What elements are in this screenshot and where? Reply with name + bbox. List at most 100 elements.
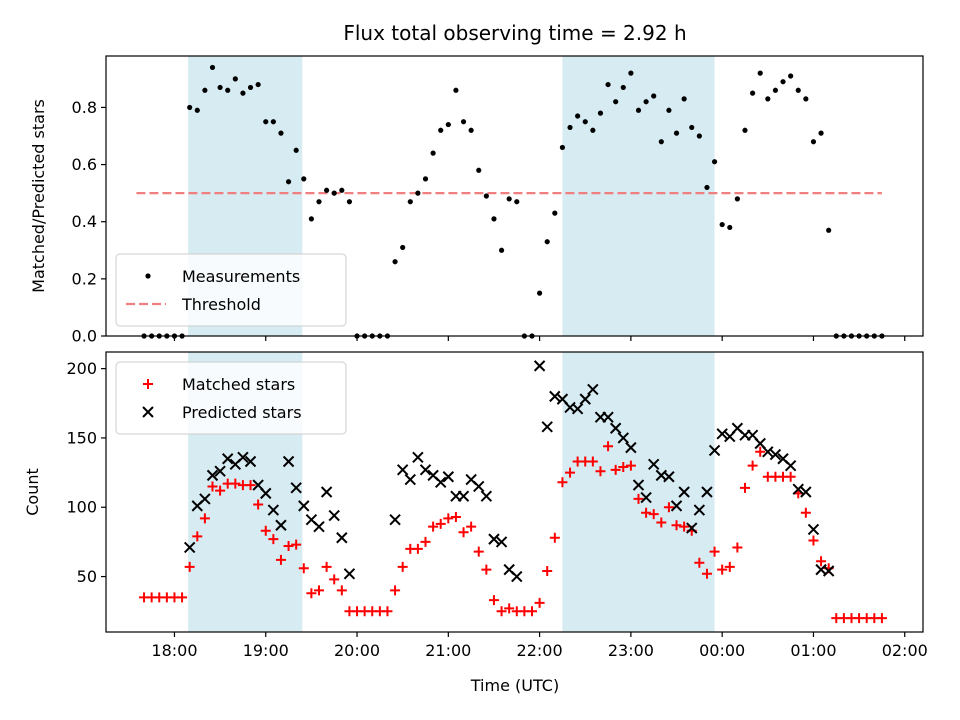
measurement-point bbox=[438, 127, 444, 133]
predicted-star-point bbox=[473, 480, 485, 493]
predicted-star-point bbox=[587, 383, 599, 396]
matched-star-point bbox=[230, 478, 241, 489]
measurement-point bbox=[240, 90, 246, 96]
ratio-panel: 0.0 0.2 0.4 0.6 0.8 Matched/Predicted stars Me… bbox=[29, 55, 924, 346]
matched-star-point bbox=[450, 511, 461, 522]
predicted-star-point bbox=[579, 393, 591, 405]
measurement-point bbox=[727, 224, 733, 231]
predicted-star-point bbox=[693, 504, 706, 516]
observing-band-1 bbox=[562, 352, 715, 632]
matched-star-point bbox=[549, 532, 560, 543]
predicted-star-point bbox=[762, 446, 774, 458]
measurement-point bbox=[651, 93, 657, 99]
measurement-point bbox=[582, 119, 588, 125]
measurement-point bbox=[453, 87, 459, 93]
predicted-star-point bbox=[640, 491, 652, 504]
predicted-star-point bbox=[183, 541, 196, 554]
predicted-star-point bbox=[663, 471, 675, 483]
measurement-point bbox=[719, 221, 725, 228]
predicted-star-point bbox=[244, 455, 257, 468]
legend-box bbox=[115, 253, 347, 327]
series-1 bbox=[183, 360, 835, 583]
predicted-star-point bbox=[404, 473, 416, 486]
series-0 bbox=[139, 441, 887, 624]
matched-star-point bbox=[816, 556, 827, 567]
measurement-point bbox=[407, 199, 413, 205]
measurement-point bbox=[567, 124, 573, 131]
matched-star-point bbox=[808, 535, 819, 546]
matched-star-point bbox=[496, 606, 507, 617]
axes-frame bbox=[105, 351, 924, 633]
predicted-star-point bbox=[320, 486, 333, 498]
legend: Measurements Threshold bbox=[115, 253, 347, 327]
matched-star-point bbox=[656, 517, 667, 528]
predicted-star-point bbox=[237, 451, 249, 464]
matched-star-point bbox=[207, 481, 218, 492]
predicted-star-point bbox=[511, 570, 523, 583]
predicted-star-point bbox=[800, 486, 812, 498]
predicted-star-point bbox=[275, 519, 287, 531]
matched-star-point bbox=[739, 482, 750, 493]
matched-star-point bbox=[694, 557, 705, 568]
predicted-star-point bbox=[609, 422, 622, 434]
predicted-star-point bbox=[313, 520, 325, 533]
matched-star-point bbox=[595, 466, 606, 477]
matched-star-point bbox=[542, 566, 553, 577]
measurement-point bbox=[780, 79, 786, 85]
y-tick-label: 0.2 bbox=[72, 269, 97, 288]
measurement-point bbox=[285, 179, 292, 185]
matched-star-point bbox=[800, 507, 811, 518]
measurement-point bbox=[772, 87, 779, 93]
measurement-point bbox=[324, 187, 330, 193]
predicted-star-point bbox=[822, 565, 835, 577]
predicted-star-point bbox=[602, 411, 614, 423]
x-tick-label: 01:00 bbox=[790, 641, 836, 660]
chart-title: Flux total observing time = 2.92 h bbox=[343, 21, 686, 45]
matched-star-point bbox=[443, 513, 454, 524]
measurement-point bbox=[301, 176, 307, 182]
measurement-point bbox=[400, 244, 406, 251]
measurement-point bbox=[689, 124, 695, 131]
matched-star-point bbox=[291, 539, 302, 550]
measurement-point bbox=[810, 139, 817, 145]
measurement-point bbox=[826, 227, 832, 233]
measurement-point bbox=[209, 64, 216, 71]
matched-star-point bbox=[260, 525, 271, 536]
measurement-point bbox=[605, 81, 611, 88]
measurement-point bbox=[620, 84, 626, 91]
y-axis-label: Matched/Predicted stars bbox=[29, 99, 48, 293]
observing-band-1 bbox=[562, 56, 715, 336]
measurement-point bbox=[818, 130, 824, 136]
measurement-point bbox=[635, 107, 642, 113]
matched-star-point bbox=[268, 534, 279, 545]
matched-star-point bbox=[192, 531, 203, 542]
measurement-point bbox=[597, 110, 604, 116]
matched-star-point bbox=[458, 527, 469, 538]
predicted-star-point bbox=[480, 490, 493, 502]
measurement-point bbox=[658, 139, 664, 145]
predicted-star-point bbox=[206, 469, 219, 482]
measurement-point bbox=[575, 113, 581, 119]
matched-star-point bbox=[420, 536, 431, 547]
measurement-point bbox=[795, 87, 801, 93]
predicted-star-point bbox=[419, 464, 432, 476]
x-axis-label: Time (UTC) bbox=[470, 676, 559, 695]
matched-star-point bbox=[397, 561, 408, 572]
measurement-point bbox=[293, 147, 299, 153]
y-tick-label: 0.4 bbox=[72, 212, 97, 231]
matched-star-point bbox=[283, 541, 294, 552]
matched-star-point bbox=[679, 521, 690, 532]
predicted-star-point bbox=[625, 441, 637, 454]
matched-star-point bbox=[526, 606, 537, 617]
predicted-star-point bbox=[670, 500, 683, 512]
measurement-point bbox=[430, 150, 436, 156]
measurement-point bbox=[232, 76, 238, 82]
measurement-point bbox=[491, 216, 497, 222]
legend-label: Threshold bbox=[181, 295, 261, 314]
measurement-point bbox=[392, 259, 398, 265]
measurement-point bbox=[316, 199, 322, 205]
predicted-star-point bbox=[686, 522, 698, 534]
x-tick-label: 20:00 bbox=[334, 641, 380, 660]
measurement-point bbox=[803, 96, 809, 102]
